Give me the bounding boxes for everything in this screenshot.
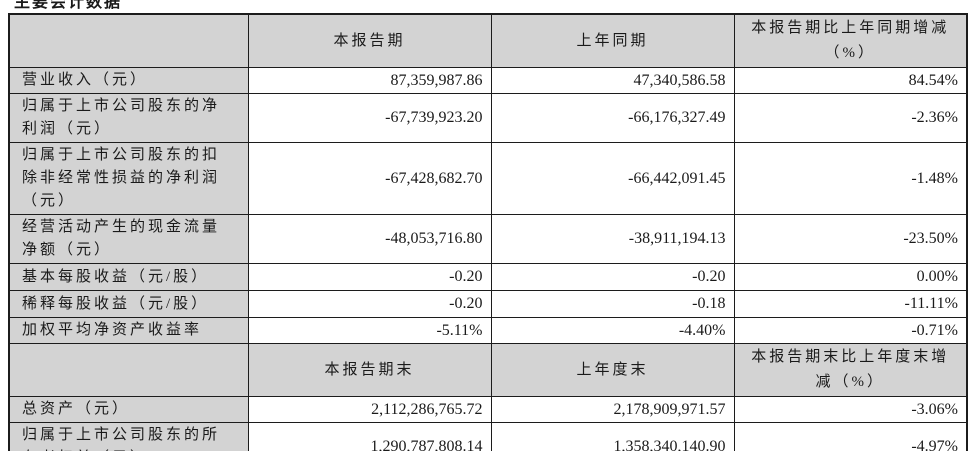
current-period-value: -5.11% (247, 317, 492, 344)
prior-period-value: -0.20 (490, 263, 735, 291)
table-row-basic-eps: 基本每股收益（元/股） -0.20 -0.20 0.00% (8, 263, 968, 291)
metric-label: 归属于上市公司股东的净利润（元） (8, 93, 249, 143)
prior-year-end-header: 上年度末 (490, 343, 735, 397)
prior-period-value: -66,176,327.49 (490, 93, 735, 143)
table-row-revenue: 营业收入（元） 87,359,987.86 47,340,586.58 84.5… (8, 67, 968, 94)
change-percent-value: 0.00% (733, 263, 968, 291)
prior-period-value: 1,358,340,140.90 (490, 422, 735, 451)
change-percent-value: -0.71% (733, 317, 968, 344)
table-row-operating-cash-flow: 经营活动产生的现金流量净额（元） -48,053,716.80 -38,911,… (8, 214, 968, 264)
table-row-total-assets: 总资产（元） 2,112,286,765.72 2,178,909,971.57… (8, 396, 968, 423)
change-percent-value: -2.36% (733, 93, 968, 143)
table-row-shareholders-equity: 归属于上市公司股东的所有者权益（元） 1,290,787,808.14 1,35… (8, 422, 968, 451)
current-period-value: -67,428,682.70 (247, 142, 492, 215)
metric-label: 经营活动产生的现金流量净额（元） (8, 214, 249, 264)
current-period-value: -0.20 (247, 263, 492, 291)
prior-period-value: -66,442,091.45 (490, 142, 735, 215)
current-period-value: 1,290,787,808.14 (247, 422, 492, 451)
metric-label: 营业收入（元） (8, 67, 249, 94)
prior-period-value: -38,911,194.13 (490, 214, 735, 264)
current-period-value: -48,053,716.80 (247, 214, 492, 264)
header-blank-cell (8, 343, 249, 397)
table-row-net-profit: 归属于上市公司股东的净利润（元） -67,739,923.20 -66,176,… (8, 93, 968, 143)
change-percent-value: 84.54% (733, 67, 968, 94)
current-period-value: -67,739,923.20 (247, 93, 492, 143)
current-period-value: 87,359,987.86 (247, 67, 492, 94)
prior-period-value: -4.40% (490, 317, 735, 344)
current-period-header: 本报告期 (247, 13, 492, 68)
clipped-section-heading: 主要会计数据 (14, 0, 123, 11)
current-period-value: 2,112,286,765.72 (247, 396, 492, 423)
header-blank-cell (8, 13, 249, 68)
metric-label: 稀释每股收益（元/股） (8, 290, 249, 318)
change-percent-value: -3.06% (733, 396, 968, 423)
table-row-weighted-avg-roe: 加权平均净资产收益率 -5.11% -4.40% -0.71% (8, 317, 968, 344)
table-row-net-profit-excl-nonrecurring: 归属于上市公司股东的扣除非经常性损益的净利润（元） -67,428,682.70… (8, 142, 968, 215)
metric-label: 加权平均净资产收益率 (8, 317, 249, 344)
change-percent-value: -4.97% (733, 422, 968, 451)
change-percent-value: -23.50% (733, 214, 968, 264)
prior-period-value: -0.18 (490, 290, 735, 318)
prior-period-value: 47,340,586.58 (490, 67, 735, 94)
change-percent-value: -1.48% (733, 142, 968, 215)
metric-label: 总资产（元） (8, 396, 249, 423)
metric-label: 归属于上市公司股东的所有者权益（元） (8, 422, 249, 451)
period-end-change-header: 本报告期末比上年度末增减（%） (733, 343, 968, 397)
prior-period-value: 2,178,909,971.57 (490, 396, 735, 423)
change-percent-value: -11.11% (733, 290, 968, 318)
current-period-end-header: 本报告期末 (247, 343, 492, 397)
table-row-diluted-eps: 稀释每股收益（元/股） -0.20 -0.18 -11.11% (8, 290, 968, 318)
financial-summary-table: 本报告期 上年同期 本报告期比上年同期增减（%） 营业收入（元） 87,359,… (8, 13, 968, 451)
period-change-header: 本报告期比上年同期增减（%） (733, 13, 968, 68)
metric-label: 基本每股收益（元/股） (8, 263, 249, 291)
period-header-row: 本报告期 上年同期 本报告期比上年同期增减（%） (8, 13, 968, 68)
period-end-header-row: 本报告期末 上年度末 本报告期末比上年度末增减（%） (8, 343, 968, 397)
current-period-value: -0.20 (247, 290, 492, 318)
metric-label: 归属于上市公司股东的扣除非经常性损益的净利润（元） (8, 142, 249, 215)
prior-period-header: 上年同期 (490, 13, 735, 68)
